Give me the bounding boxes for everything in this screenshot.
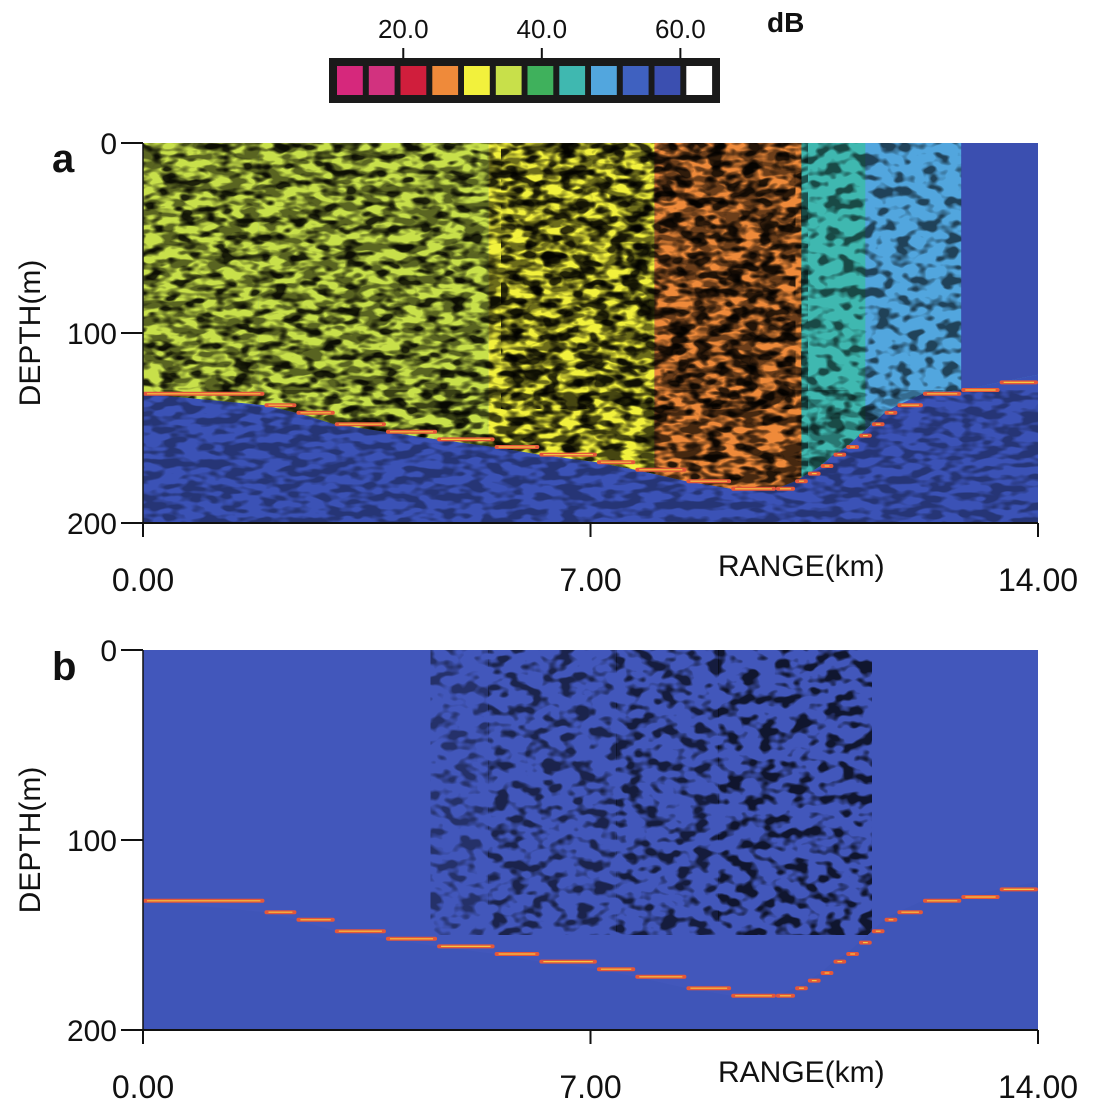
colorbar-tick-label: 60.0 bbox=[655, 14, 706, 44]
colorbar-tick-label: 20.0 bbox=[378, 14, 429, 44]
colorbar: 20.0 40.0 60.0 dB bbox=[329, 7, 804, 103]
x-tick-label: 14.00 bbox=[998, 562, 1078, 598]
panel-b: 0 100 200 0.00 7.00 14.00 b DEPTH(m) RANGE(km… bbox=[14, 635, 1078, 1103]
colorbar-swatch bbox=[559, 66, 586, 95]
colorbar-ticks: 20.0 40.0 60.0 bbox=[378, 14, 706, 58]
colorbar-swatch bbox=[464, 66, 490, 95]
colorbar-swatch bbox=[495, 66, 522, 95]
panel-b-axes: 0 100 200 0.00 7.00 14.00 bbox=[67, 635, 1078, 1103]
x-tick-label: 0.00 bbox=[112, 1069, 174, 1103]
colorbar-swatch bbox=[686, 66, 713, 95]
y-tick-label: 100 bbox=[67, 318, 117, 351]
colorbar-swatch bbox=[591, 66, 617, 95]
x-tick-label: 7.00 bbox=[559, 1069, 621, 1103]
y-tick-label: 200 bbox=[67, 508, 117, 541]
panel-a-axes: 0 100 200 0.00 7.00 14.00 bbox=[67, 128, 1078, 598]
panel-a-label: a bbox=[52, 137, 75, 181]
y-tick-label: 100 bbox=[67, 825, 117, 858]
x-tick-label: 0.00 bbox=[112, 562, 174, 598]
colorbar-tick-label: 40.0 bbox=[517, 14, 568, 44]
y-tick-label: 0 bbox=[100, 635, 117, 668]
intensity-region bbox=[718, 650, 872, 935]
colorbar-swatch bbox=[622, 66, 649, 95]
colorbar-swatch bbox=[368, 66, 395, 95]
panel-b-label: b bbox=[52, 645, 76, 689]
panel-a-xlabel: RANGE(km) bbox=[718, 550, 885, 583]
colorbar-swatch bbox=[432, 66, 459, 95]
intensity-region bbox=[488, 650, 617, 935]
panel-a-ylabel: DEPTH(m) bbox=[14, 260, 47, 407]
panel-a: 0 100 200 0.00 7.00 14.00 a DEPTH(m) RANGE(km… bbox=[14, 128, 1078, 598]
x-tick-label: 7.00 bbox=[559, 562, 621, 598]
panel-b-heatmap bbox=[143, 650, 1038, 1030]
x-tick-label: 14.00 bbox=[998, 1069, 1078, 1103]
panel-b-xlabel: RANGE(km) bbox=[718, 1056, 885, 1089]
colorbar-swatch bbox=[654, 66, 681, 95]
y-tick-label: 0 bbox=[100, 128, 117, 161]
panel-a-heatmap bbox=[143, 143, 1038, 523]
intensity-region bbox=[430, 650, 489, 935]
panel-b-ylabel: DEPTH(m) bbox=[14, 767, 47, 914]
colorbar-swatch bbox=[337, 66, 363, 95]
y-tick-label: 200 bbox=[67, 1015, 117, 1048]
colorbar-swatch bbox=[527, 66, 554, 95]
colorbar-unit: dB bbox=[767, 7, 804, 38]
colorbar-swatch bbox=[400, 66, 427, 95]
colorbar-swatches bbox=[337, 66, 713, 95]
intensity-region bbox=[616, 650, 719, 935]
